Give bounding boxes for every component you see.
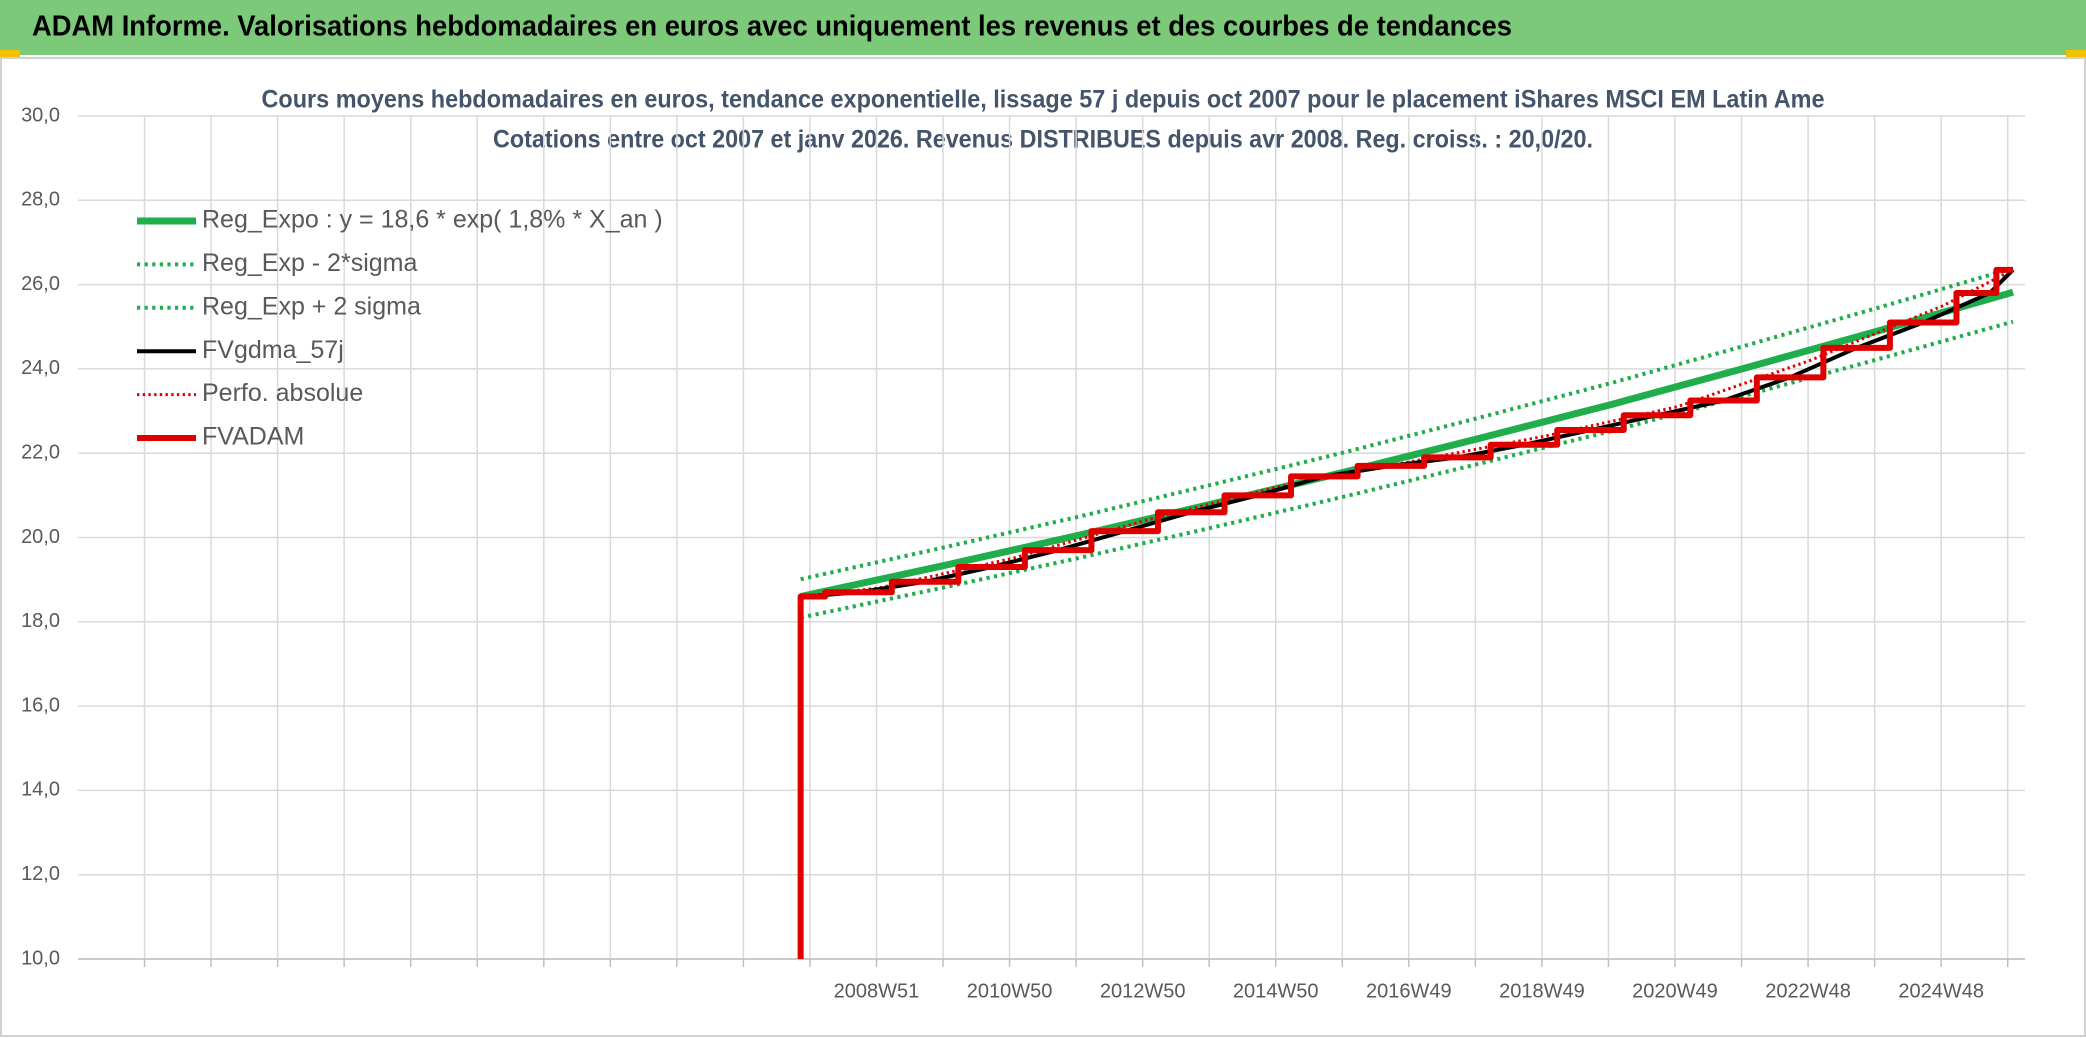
- y-tick-label: 20,0: [21, 526, 60, 548]
- chart-title: Cours moyens hebdomadaires en euros, ten…: [262, 86, 1825, 114]
- y-tick-label: 28,0: [21, 189, 60, 211]
- x-tick-label: 2018W49: [1499, 980, 1585, 1002]
- x-tick-label: 2020W49: [1632, 980, 1718, 1002]
- y-tick-label: 12,0: [21, 863, 60, 885]
- legend-label: Reg_Expo : y = 18,6 * exp( 1,8% * X_an ): [202, 206, 663, 234]
- y-tick-label: 24,0: [21, 357, 60, 379]
- grid: 10,0 12,0 14,0 16,0 18,0 20,0 22,0 24,0 26,0 28,0…: [21, 104, 2025, 1002]
- x-tick-label: 2022W48: [1765, 980, 1851, 1002]
- chart-subtitle: Cotations entre oct 2007 et janv 2026. R…: [493, 126, 1593, 154]
- corner-mark: [2066, 50, 2086, 58]
- y-tick-label: 14,0: [21, 779, 60, 801]
- y-tick-label: 18,0: [21, 610, 60, 632]
- series-line: [799, 288, 2014, 600]
- y-tick-label: 16,0: [21, 694, 60, 716]
- series-line: [800, 319, 2014, 620]
- y-tick-label: 26,0: [21, 273, 60, 295]
- legend: Reg_Expo : y = 18,6 * exp( 1,8% * X_an )…: [137, 206, 663, 451]
- y-tick-label: 30,0: [21, 104, 60, 126]
- x-tick-label: 2024W48: [1898, 980, 1984, 1002]
- legend-label: FVgdma_57j: [202, 336, 344, 364]
- legend-label: FVADAM: [202, 423, 304, 451]
- y-tick-label: 22,0: [21, 441, 60, 463]
- x-tick-label: 2010W50: [967, 980, 1053, 1002]
- x-tick-label: 2014W50: [1233, 980, 1319, 1002]
- legend-label: Reg_Exp + 2 sigma: [202, 292, 421, 320]
- plot: [797, 266, 2015, 959]
- header-bar: [0, 0, 2086, 55]
- y-tick-label: 10,0: [21, 947, 60, 969]
- x-tick-label: 2008W51: [834, 980, 920, 1002]
- series-line: [797, 266, 2014, 959]
- corner-mark: [0, 50, 20, 58]
- legend-label: Perfo. absolue: [202, 379, 363, 407]
- page-title: ADAM Informe. Valorisations hebdomadaire…: [32, 11, 1512, 43]
- chart-frame: [0, 57, 2086, 1037]
- x-tick-label: 2012W50: [1100, 980, 1186, 1002]
- x-tick-label: 2016W49: [1366, 980, 1452, 1002]
- legend-label: Reg_Exp - 2*sigma: [202, 249, 417, 277]
